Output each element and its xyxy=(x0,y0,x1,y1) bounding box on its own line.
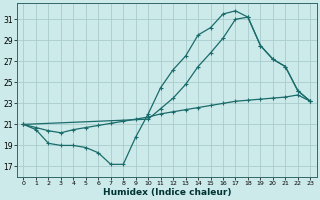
X-axis label: Humidex (Indice chaleur): Humidex (Indice chaleur) xyxy=(103,188,231,197)
